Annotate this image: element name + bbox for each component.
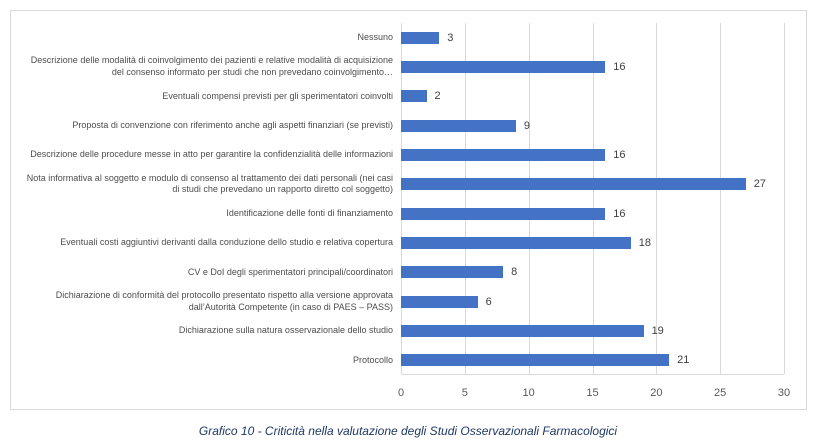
bar-value-label: 3 bbox=[447, 31, 454, 44]
bar bbox=[401, 237, 631, 249]
category-label: Identificazione delle fonti di finanziam… bbox=[226, 207, 393, 218]
category-label: CV e DoI degli sperimentatori principali… bbox=[187, 266, 393, 277]
category-label: Dichiarazione sulla natura osservazional… bbox=[178, 325, 393, 336]
bar bbox=[401, 90, 427, 103]
x-tick-label: 0 bbox=[397, 387, 405, 399]
gridline bbox=[528, 23, 530, 374]
gridline bbox=[401, 23, 402, 374]
chart-frame: Nessuno Descrizione delle modalità di coi… bbox=[10, 10, 807, 410]
x-tick-label: 30 bbox=[777, 387, 791, 399]
bar-value-label: 8 bbox=[511, 266, 518, 279]
x-tick-label: 10 bbox=[522, 387, 535, 399]
category-label: Dichiarazione di conformità del protocol… bbox=[55, 290, 393, 312]
bar-value-label: 16 bbox=[613, 207, 626, 220]
bar-value-label: 16 bbox=[613, 60, 626, 73]
bar bbox=[401, 354, 670, 367]
gridline bbox=[720, 23, 722, 374]
gridline bbox=[464, 23, 466, 374]
x-tick-label: 20 bbox=[650, 387, 663, 399]
category-label: Eventuali compensi previsti per gli sper… bbox=[162, 90, 393, 101]
bar bbox=[401, 61, 606, 73]
category-label: Nessuno bbox=[357, 31, 393, 42]
category-label: Descrizione delle procedure messe in att… bbox=[30, 149, 393, 160]
category-label: Protocollo bbox=[352, 354, 393, 365]
category-label: Descrizione delle modalità di coinvolgim… bbox=[30, 55, 393, 77]
bar-value-label: 21 bbox=[677, 354, 690, 367]
bar bbox=[401, 325, 644, 337]
bar bbox=[401, 119, 516, 132]
chart-caption: Grafico 10 - Criticità nella valutazione… bbox=[198, 424, 618, 438]
x-tick-label: 5 bbox=[461, 387, 468, 399]
bar bbox=[401, 31, 440, 44]
bar-value-label: 9 bbox=[523, 119, 531, 132]
bar-value-label: 2 bbox=[434, 90, 441, 103]
bar bbox=[401, 266, 504, 279]
category-labels: Nessuno Descrizione delle modalità di coi… bbox=[19, 23, 393, 375]
category-label: Proposta di convenzione con riferimento … bbox=[72, 119, 393, 130]
bar bbox=[401, 149, 606, 161]
gridline bbox=[784, 23, 785, 374]
bar bbox=[401, 295, 478, 308]
gridline bbox=[656, 23, 658, 374]
bar bbox=[401, 207, 606, 220]
x-axis-ticks: 0 5 10 15 20 25 30 bbox=[397, 383, 790, 401]
bar-value-label: 27 bbox=[753, 178, 766, 191]
gridline bbox=[592, 23, 594, 374]
bar-value-label: 16 bbox=[613, 148, 626, 161]
bar-value-label: 18 bbox=[638, 236, 652, 249]
category-label: Nota informativa al soggetto e modulo di… bbox=[26, 172, 393, 195]
category-label: Eventuali costi aggiuntivi derivanti dal… bbox=[60, 237, 393, 248]
bar bbox=[401, 178, 746, 191]
bar-value-label: 6 bbox=[485, 295, 492, 308]
x-tick-label: 15 bbox=[586, 387, 599, 399]
bar-value-label: 19 bbox=[651, 324, 664, 337]
x-tick-label: 25 bbox=[714, 387, 727, 399]
plot-area: 3 16 2 9 16 27 16 18 8 6 19 21 bbox=[401, 23, 785, 375]
